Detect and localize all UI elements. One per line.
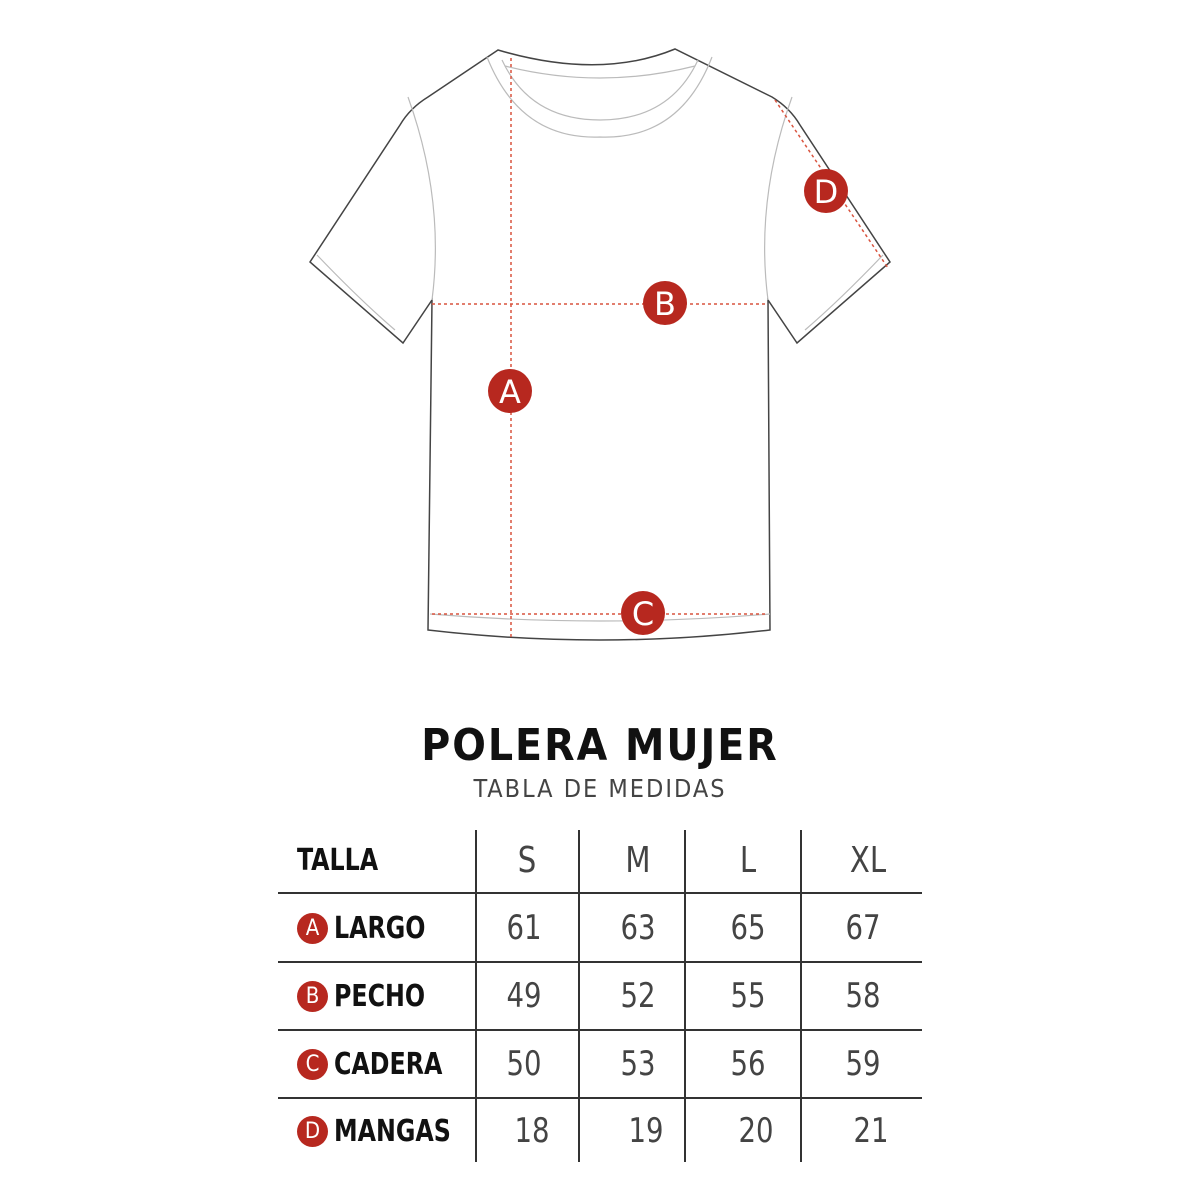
tshirt-diagram: A B C D [309, 48, 891, 641]
divider [684, 830, 686, 1162]
divider [475, 830, 477, 1162]
size-header-m: M [625, 839, 651, 881]
divider [278, 1097, 922, 1099]
table-cell: 61 [506, 908, 542, 948]
table-cell: 55 [730, 976, 766, 1016]
measure-name: MANGAS [334, 1113, 451, 1149]
table-cell: 19 [628, 1111, 664, 1151]
marker-b: B [643, 281, 687, 325]
divider [800, 830, 802, 1162]
row-label-pecho: B PECHO [297, 962, 438, 1030]
divider [278, 961, 922, 963]
tshirt-seams [316, 56, 884, 622]
table-cell: 67 [845, 908, 881, 948]
marker-badge: C [297, 1048, 328, 1080]
marker-badge: A [297, 912, 328, 944]
size-header-xl: XL [849, 839, 887, 881]
marker-d: D [804, 169, 848, 213]
svg-text:C: C [632, 595, 654, 633]
table-cell: 21 [853, 1111, 889, 1151]
divider [578, 830, 580, 1162]
svg-text:B: B [654, 285, 676, 323]
measure-name: LARGO [334, 910, 426, 946]
size-header-l: L [739, 839, 757, 881]
page-subtitle: TABLA DE MEDIDAS [473, 774, 727, 803]
divider [278, 1029, 922, 1031]
table-cell: 65 [730, 908, 766, 948]
divider [278, 892, 922, 894]
table-cell: 63 [620, 908, 656, 948]
measure-lines [432, 58, 889, 638]
table-cell: 52 [620, 976, 656, 1016]
table-cell: 58 [845, 976, 881, 1016]
table-cell: 20 [738, 1111, 774, 1151]
table-cell: 59 [845, 1044, 881, 1084]
tshirt-outline [309, 48, 891, 641]
row-label-largo: A LARGO [297, 894, 438, 962]
table-cell: 49 [506, 976, 542, 1016]
marker-badge: D [297, 1115, 328, 1147]
marker-c: C [621, 591, 665, 635]
header-label: TALLA [297, 842, 379, 878]
measure-name: CADERA [334, 1046, 443, 1082]
table-cell: 56 [730, 1044, 766, 1084]
svg-text:D: D [814, 173, 839, 211]
marker-badge: B [297, 980, 328, 1012]
table-cell: 53 [620, 1044, 656, 1084]
table-cell: 18 [514, 1111, 550, 1151]
page-title: POLERA MUJER [421, 720, 779, 771]
row-label-mangas: D MANGAS [297, 1097, 467, 1165]
svg-text:A: A [499, 373, 521, 411]
table-cell: 50 [506, 1044, 542, 1084]
row-label-cadera: C CADERA [297, 1030, 457, 1098]
measure-name: PECHO [334, 978, 426, 1014]
size-header-s: S [517, 839, 537, 881]
marker-a: A [488, 369, 532, 413]
